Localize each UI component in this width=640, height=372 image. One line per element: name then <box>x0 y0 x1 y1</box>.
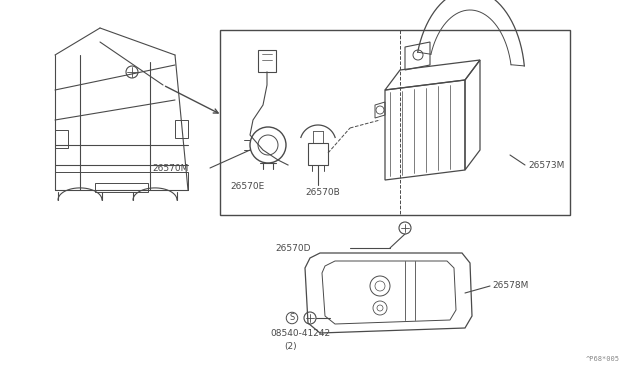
Text: 26573M: 26573M <box>528 160 564 170</box>
Text: (2): (2) <box>284 341 296 350</box>
Text: 26570E: 26570E <box>230 182 264 190</box>
Text: 26570M: 26570M <box>152 164 188 173</box>
Text: 26570B: 26570B <box>305 187 340 196</box>
Text: 26578M: 26578M <box>492 282 529 291</box>
Text: 26570D: 26570D <box>275 244 310 253</box>
Text: ^P68*005: ^P68*005 <box>586 356 620 362</box>
Bar <box>220 30 570 215</box>
Text: S: S <box>289 314 294 323</box>
Text: 08540-41242: 08540-41242 <box>270 330 330 339</box>
